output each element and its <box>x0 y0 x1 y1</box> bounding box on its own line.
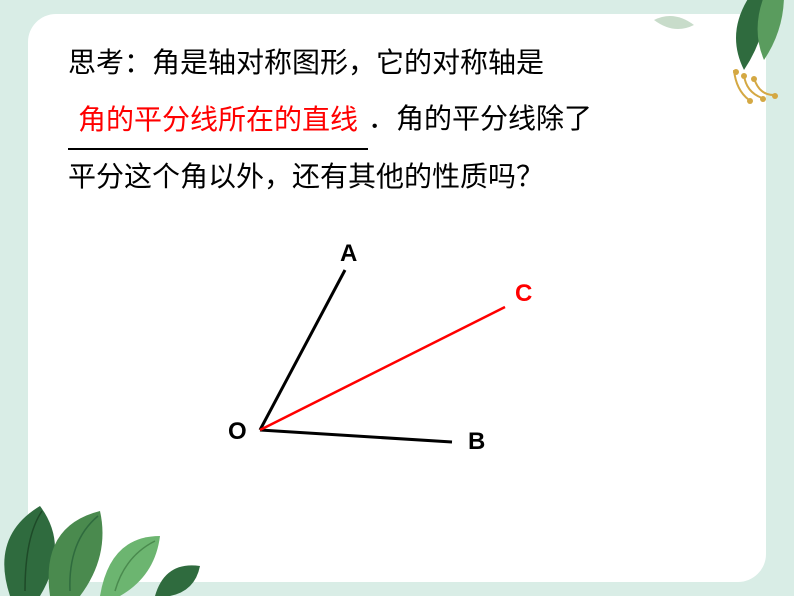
diagram-svg <box>200 250 600 550</box>
angle-diagram: O A B C <box>200 250 600 550</box>
ray-OA <box>260 270 345 430</box>
text-line3: 平分这个角以外，还有其他的性质吗？ <box>68 161 544 192</box>
text-after-blank: ．角的平分线除了 <box>368 103 592 134</box>
label-B: B <box>468 428 485 456</box>
blank-underline: 角的平分线所在的直线 <box>68 92 368 150</box>
text-prefix: 思考：角是轴对称图形，它的对称轴是 <box>68 47 544 78</box>
decoration-bottom-left <box>0 426 220 596</box>
answer-text: 角的平分线所在的直线 <box>78 104 358 135</box>
label-A: A <box>340 240 357 268</box>
ray-OC-bisector <box>260 307 505 430</box>
label-O: O <box>228 418 247 446</box>
label-C: C <box>515 280 532 308</box>
question-text: 思考：角是轴对称图形，它的对称轴是 角的平分线所在的直线 ．角的平分线除了 平分这… <box>68 35 728 205</box>
ray-OB <box>260 430 452 442</box>
